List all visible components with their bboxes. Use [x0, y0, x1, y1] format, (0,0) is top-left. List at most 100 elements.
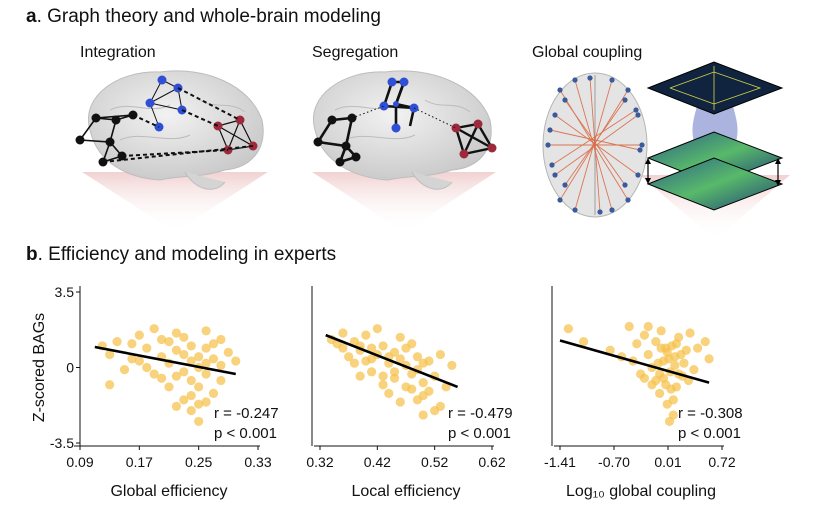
chart3-data-point — [639, 373, 650, 383]
chart1-data-point — [223, 347, 233, 357]
chart2-data-point — [355, 371, 365, 381]
panel-label-segregation: Segregation — [312, 44, 399, 61]
chart1-data-point — [149, 324, 159, 334]
chart1-data-point — [208, 339, 219, 349]
chart1-data-point — [216, 375, 226, 386]
chart1-data-point — [142, 362, 152, 373]
chart2-data-point — [395, 354, 405, 364]
chart2-data-point — [378, 380, 388, 390]
chart3-data-point — [563, 324, 573, 334]
chart2-data-point — [435, 349, 445, 360]
chart1-y-tick-label: 0 — [66, 360, 74, 376]
panel-label-global-coupling: Global coupling — [532, 44, 643, 61]
chart2-data-point — [401, 343, 411, 353]
chart1-data-point — [171, 345, 182, 355]
chart3-data-point — [668, 395, 678, 405]
chart1-data-point — [105, 380, 115, 390]
chart3-r-value: r = -0.308 — [678, 405, 743, 422]
chart2-data-point — [344, 352, 354, 362]
chart2-data-point — [367, 354, 377, 364]
chart2-data-point — [367, 343, 377, 353]
section-a-title: a. Graph theory and whole-brain modeling — [26, 6, 381, 28]
chart3-x-tick-label: -0.70 — [598, 454, 630, 470]
chart1-data-point — [171, 371, 182, 381]
chart1-data-point — [164, 382, 174, 392]
chart1-data-point — [105, 349, 115, 360]
chart2-data-point — [338, 343, 348, 353]
coupling-brain — [542, 72, 648, 218]
chart2-x-tick-label: 0.52 — [421, 454, 448, 470]
chart1-data-point — [164, 337, 174, 347]
chart2-data-point — [361, 330, 371, 340]
chart2-data-point — [378, 341, 388, 351]
chart1-y-tick-label: -3.5 — [50, 435, 74, 451]
chart3-data-point — [681, 345, 691, 355]
segregation-base — [312, 172, 496, 232]
chart3-data-point — [670, 352, 680, 362]
chart3-x-tick-label: -1.41 — [544, 454, 576, 470]
chart1-p-value: p < 0.001 — [214, 425, 277, 442]
integration-base — [82, 172, 268, 232]
chart3-data-point — [624, 321, 634, 332]
chart1-data-point — [134, 330, 144, 340]
chart1-data-point — [127, 339, 137, 349]
chart2-data-point — [407, 384, 417, 394]
chart1-data-point — [208, 354, 219, 364]
chart2-data-point — [349, 358, 359, 368]
chart2-data-point — [395, 397, 405, 407]
chart1-data-point — [179, 395, 189, 405]
plate-bottom — [646, 157, 784, 211]
chart1-x-tick-label: 0.17 — [126, 454, 153, 470]
chart2-data-point — [418, 358, 428, 368]
chart2-data-point — [395, 332, 405, 342]
chart2-x-tick-label: 0.32 — [306, 454, 333, 470]
chart3-regression-line — [559, 339, 710, 384]
chart2-data-point — [389, 373, 400, 383]
chart2-data-point — [384, 388, 394, 398]
section-a-text: . Graph theory and whole-brain modeling — [36, 6, 381, 27]
chart2-data-point — [447, 360, 457, 370]
chart3-data-point — [689, 365, 699, 375]
chart1-data-point — [179, 332, 189, 342]
chart1-data-point — [186, 356, 196, 366]
chart1-data-point — [186, 406, 196, 416]
chart1-x-tick-label: 0.25 — [185, 454, 212, 470]
chart3-data-point — [656, 326, 666, 336]
chart2-p-value: p < 0.001 — [448, 425, 511, 442]
chart3-x-label: Log₁₀ global coupling — [566, 483, 716, 500]
chart3-data-point — [679, 358, 689, 368]
charts-area: 0.09 0.17 0.25 0.33 3.5 0 -3.5 r = -0.247 p < 0.… — [31, 284, 743, 500]
chart1-data-point — [149, 369, 159, 379]
chart1-data-point — [186, 341, 196, 351]
chart1-data-point — [194, 399, 204, 409]
panel-label-integration: Integration — [80, 44, 156, 61]
chart1-data-point — [171, 328, 182, 338]
chart2-x-tick-label: 0.42 — [364, 454, 391, 470]
chart1-data-point — [134, 356, 144, 366]
chart3-data-point — [685, 328, 695, 338]
chart3-data-point — [651, 337, 661, 347]
chart1-data-point — [194, 382, 204, 392]
chart3-data-point — [578, 337, 589, 347]
chart3-data-point — [700, 337, 710, 347]
chart1-data-point — [127, 354, 137, 364]
chart2-data-point — [372, 324, 382, 334]
chart2-regression-line — [325, 333, 459, 389]
chart1-data-point — [201, 369, 211, 379]
chart2-data-point — [378, 371, 388, 381]
chart1-data-point — [194, 416, 204, 427]
chart3-data-point — [670, 360, 680, 370]
chart2-data-point — [367, 367, 377, 377]
chart2-x-tick-label: 0.62 — [478, 454, 505, 470]
chart1-x-tick-label: 0.33 — [244, 454, 271, 470]
chart1-data-point — [231, 356, 241, 366]
chart1-data-point — [216, 334, 226, 345]
chart1-data-point — [186, 390, 196, 401]
chart1-data-point — [179, 367, 189, 377]
chart1-data-point — [112, 337, 122, 347]
chart3-data-point — [655, 388, 665, 398]
chart2-data-point — [418, 410, 428, 420]
chart2-x-label: Local efficiency — [351, 483, 460, 500]
chart2-data-point — [389, 367, 400, 377]
chart2-data-point — [418, 390, 428, 401]
